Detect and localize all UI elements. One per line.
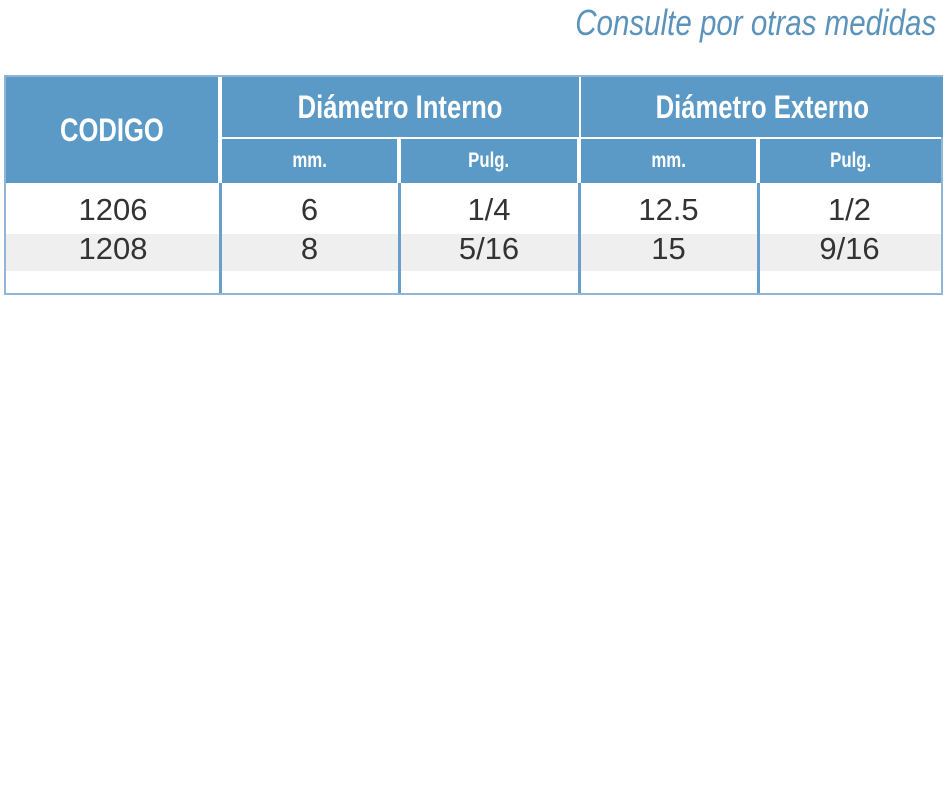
row-stripe: [6, 234, 941, 271]
table-cell: 6: [300, 192, 319, 227]
column-separator: [578, 183, 581, 293]
header-group: Diámetro Externo: [581, 77, 943, 137]
table-cell: 15: [651, 231, 686, 266]
table-cell: 9/16: [819, 231, 880, 266]
header-unit: Pulg.: [401, 139, 577, 183]
header-cell: CODIGO: [6, 77, 218, 183]
column-separator: [398, 183, 401, 293]
header-unit: mm.: [581, 139, 756, 183]
table: CODIGO Diámetro Interno Diámetro Externo mm…: [4, 75, 943, 295]
table-cell: 1/2: [827, 192, 872, 227]
column-separator: [757, 183, 760, 293]
header-group: Diámetro Interno: [222, 77, 579, 137]
table-cell: 8: [300, 231, 319, 266]
column-separator: [219, 183, 222, 293]
table-cell: 1/4: [467, 192, 511, 227]
header-unit: mm.: [222, 139, 397, 183]
note: Consulte por otras medidas: [575, 2, 936, 43]
table-cell: 12.5: [638, 192, 699, 227]
table-cell: 5/16: [458, 231, 520, 266]
table-cell: 1206: [78, 192, 148, 227]
table-cell: 1208: [78, 231, 148, 266]
header-unit: Pulg.: [760, 139, 941, 183]
